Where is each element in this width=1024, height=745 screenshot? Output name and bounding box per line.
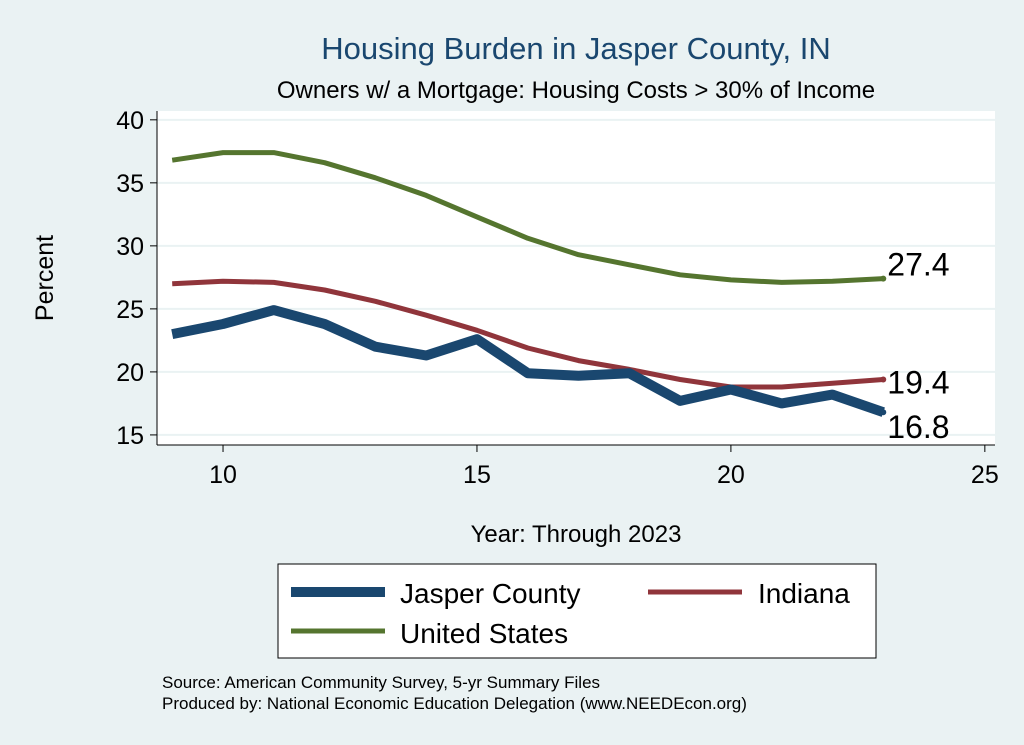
legend-box [277,563,877,659]
end-label-indiana: 19.4 [887,364,949,400]
legend: Jasper County Indiana United States [277,563,877,659]
end-marker-jasper-county [880,409,887,416]
end-label-united-states: 27.4 [887,247,949,283]
y-tick-label: 35 [116,170,144,198]
x-tick-label: 15 [463,461,491,489]
source-note: Source: American Community Survey, 5-yr … [162,673,600,692]
x-tick-label: 25 [971,461,999,489]
producer-note: Produced by: National Economic Education… [162,694,747,713]
end-marker-united-states [880,275,887,282]
end-labels: 16.8 19.4 27.4 [880,247,950,445]
y-tick-label: 15 [116,422,144,450]
grid-lines [157,118,995,436]
x-axis-label: Year: Through 2023 [471,521,682,548]
y-tick-label: 30 [116,233,144,261]
y-tick-label: 25 [116,296,144,324]
series-line-united-states [171,150,884,285]
chart-title: Housing Burden in Jasper County, IN [321,31,830,66]
series-line-jasper-county [171,305,885,417]
series-group [171,150,885,417]
x-tick-label: 10 [209,461,237,489]
y-axis-label: Percent [31,235,59,321]
legend-label-jasper-county: Jasper County [400,578,581,609]
axes: 15 20 25 30 35 40 10 15 20 25 [116,107,999,489]
legend-label-indiana: Indiana [758,578,850,609]
y-tick-label: 40 [116,107,144,135]
end-marker-indiana [880,376,887,383]
y-tick-label: 20 [116,359,144,387]
x-tick-label: 20 [717,461,745,489]
end-label-jasper-county: 16.8 [887,409,949,445]
legend-label-united-states: United States [400,618,568,649]
series-line-indiana [172,278,884,390]
chart-subtitle: Owners w/ a Mortgage: Housing Costs > 30… [277,77,875,104]
